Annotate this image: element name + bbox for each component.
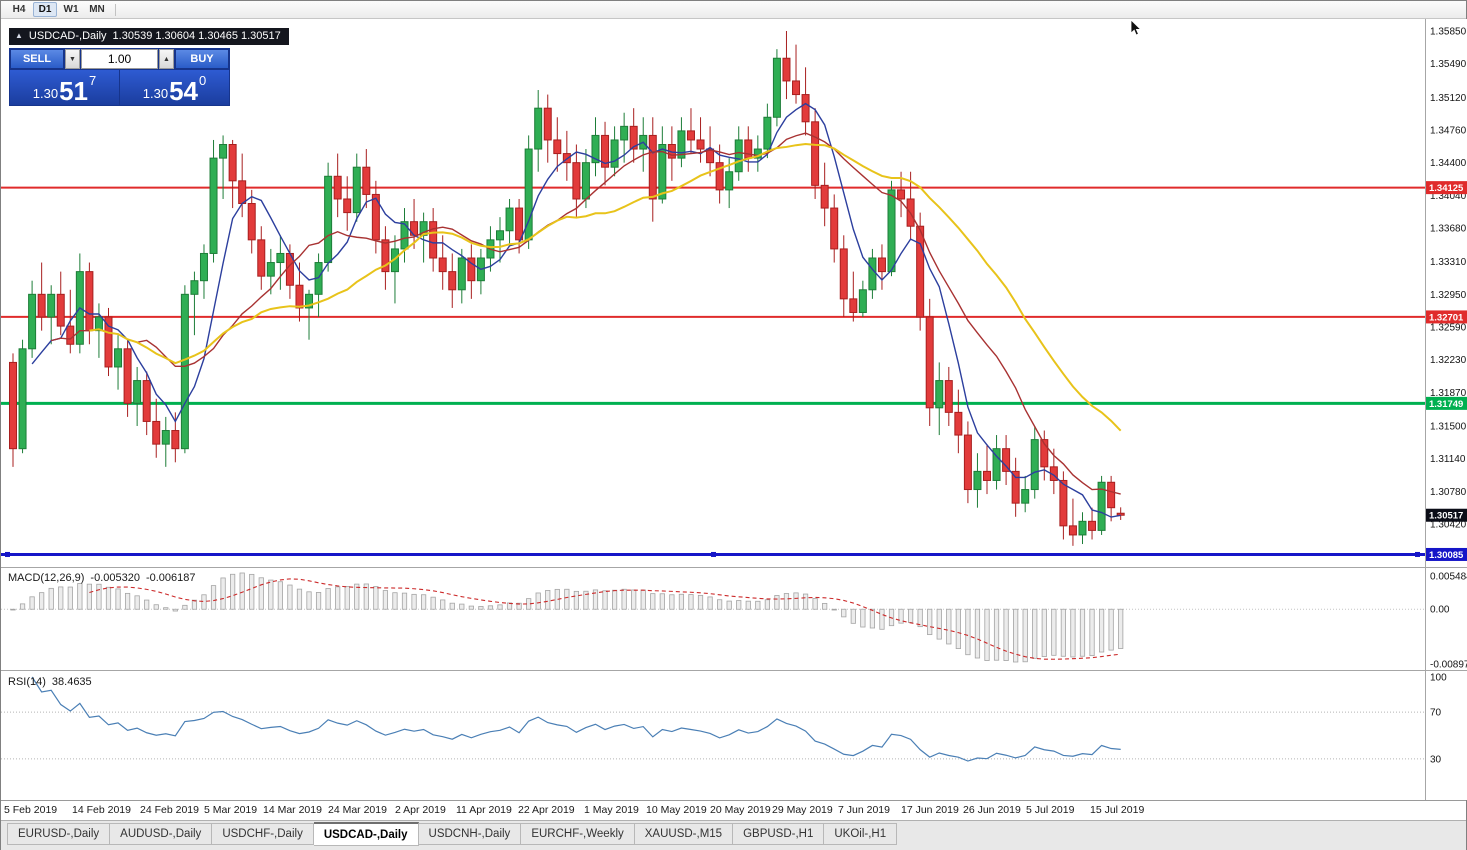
horizontal-line-1.31749[interactable]: 1.31749	[1, 396, 1467, 410]
sell-button[interactable]: SELL	[10, 49, 64, 69]
time-axis-label: 15 Jul 2019	[1090, 804, 1145, 816]
time-axis-label: 20 May 2019	[710, 804, 771, 816]
svg-text:1.35850: 1.35850	[1430, 27, 1467, 38]
time-axis-label: 10 May 2019	[646, 804, 707, 816]
svg-text:1.31500: 1.31500	[1430, 421, 1467, 432]
chart-tab-eurchf-weekly[interactable]: EURCHF-,Weekly	[521, 823, 635, 845]
slow-ma-line	[89, 142, 1122, 432]
svg-text:1.34125: 1.34125	[1429, 183, 1464, 194]
svg-text:-0.008973: -0.008973	[1430, 660, 1467, 671]
svg-text:1.31870: 1.31870	[1430, 388, 1467, 399]
time-axis-label: 11 Apr 2019	[456, 804, 512, 816]
svg-text:100: 100	[1430, 673, 1447, 684]
svg-text:1.32950: 1.32950	[1430, 290, 1467, 301]
chart-symbol-header: ▲ USDCAD-,Daily 1.30539 1.30604 1.30465 …	[9, 28, 289, 45]
svg-text:1.31749: 1.31749	[1429, 399, 1463, 410]
candles-layer[interactable]	[9, 31, 1125, 546]
chart-tab-usdcad-daily[interactable]: USDCAD-,Daily	[313, 822, 419, 846]
buy-price-big-digits: 54	[169, 75, 198, 106]
sell-price-display[interactable]: 1.30 51 7	[10, 70, 119, 105]
timeframe-d1-button[interactable]: D1	[33, 2, 57, 17]
time-axis-label: 5 Mar 2019	[204, 804, 258, 816]
time-axis-label: 14 Feb 2019	[72, 804, 131, 816]
macd-signal-line	[89, 578, 1121, 660]
time-axis-label: 1 May 2019	[584, 804, 639, 816]
chart-tab-eurusd-daily[interactable]: EURUSD-,Daily	[7, 823, 111, 845]
chart-expand-icon: ▲	[15, 31, 23, 40]
horizontal-line-1.34125[interactable]: 1.34125	[1, 181, 1467, 195]
time-axis-label: 7 Jun 2019	[838, 804, 890, 816]
svg-text:30: 30	[1430, 754, 1442, 765]
symbol-ohlc-values: 1.30539 1.30604 1.30465 1.30517	[112, 30, 281, 42]
svg-text:0.00: 0.00	[1430, 605, 1450, 616]
volume-increase-icon[interactable]: ▲	[159, 49, 174, 69]
timeframe-toolbar: H4 D1 W1 MN	[1, 1, 1466, 19]
timeframe-mn-button[interactable]: MN	[85, 2, 109, 17]
macd-histogram	[10, 572, 1124, 663]
svg-text:1.30780: 1.30780	[1430, 487, 1467, 498]
svg-text:1.33310: 1.33310	[1430, 257, 1467, 268]
svg-text:1.34400: 1.34400	[1430, 158, 1467, 169]
horizontal-line-1.30085[interactable]: 1.30085	[1, 547, 1467, 561]
horizontal-line-1.32701[interactable]: 1.32701	[1, 310, 1467, 324]
svg-text:1.35490: 1.35490	[1430, 59, 1467, 70]
time-axis-label: 14 Mar 2019	[263, 804, 322, 816]
svg-text:1.34760: 1.34760	[1430, 125, 1467, 136]
price-axis[interactable]: 1.35850 1.35490 1.35120 1.34760 1.34400 1.340…	[1430, 27, 1467, 531]
macd-indicator-label: MACD(12,26,9) -0.005320 -0.006187	[8, 572, 196, 584]
time-axis-label: 22 Apr 2019	[518, 804, 575, 816]
time-axis-label: 29 May 2019	[772, 804, 833, 816]
chart-canvas[interactable]: 1.35850 1.35490 1.35120 1.34760 1.34400 1.340…	[1, 19, 1467, 800]
svg-text:1.32590: 1.32590	[1430, 323, 1467, 334]
buy-price-display[interactable]: 1.30 54 0	[120, 70, 229, 105]
fast-ma-line	[31, 102, 1121, 518]
time-axis-label: 24 Mar 2019	[328, 804, 387, 816]
volume-input[interactable]	[81, 49, 158, 69]
svg-text:1.35120: 1.35120	[1430, 93, 1467, 104]
time-axis-label: 26 Jun 2019	[963, 804, 1021, 816]
svg-text:1.33680: 1.33680	[1430, 224, 1467, 235]
sell-price-pip-digit: 7	[89, 73, 97, 88]
svg-text:0.005484: 0.005484	[1430, 571, 1467, 582]
rsi-line	[31, 676, 1121, 762]
chart-tab-audusd-daily[interactable]: AUDUSD-,Daily	[110, 823, 213, 845]
chart-tab-bar: EURUSD-,Daily AUDUSD-,Daily USDCHF-,Daily U…	[1, 820, 1466, 850]
chart-tab-usdchf-daily[interactable]: USDCHF-,Daily	[212, 823, 314, 845]
svg-text:1.32701: 1.32701	[1429, 312, 1464, 323]
toolbar-separator	[115, 3, 116, 16]
timeframe-w1-button[interactable]: W1	[59, 2, 83, 17]
time-axis-label: 5 Feb 2019	[4, 804, 58, 816]
buy-price-pip-digit: 0	[199, 73, 207, 88]
svg-text:1.34040: 1.34040	[1430, 191, 1467, 202]
svg-text:1.30085: 1.30085	[1429, 550, 1464, 561]
rsi-indicator-label: RSI(14) 38.4635	[8, 676, 92, 688]
mouse-cursor-icon	[1130, 20, 1142, 36]
current-price-badge: 1.30517	[1426, 508, 1467, 522]
chart-tab-xauusd-m15[interactable]: XAUUSD-,M15	[634, 823, 734, 845]
chart-tab-ukoil-h1[interactable]: UKOil-,H1	[824, 823, 898, 845]
svg-text:1.30517: 1.30517	[1429, 511, 1463, 522]
timeframe-h4-button[interactable]: H4	[7, 2, 31, 17]
buy-price-prefix: 1.30	[142, 86, 169, 101]
time-axis-label: 24 Feb 2019	[140, 804, 199, 816]
one-click-trading-panel: SELL ▼ ▲ BUY 1.30 51 7 1.30 54 0	[9, 48, 230, 106]
chart-tab-usdcnh-daily[interactable]: USDCNH-,Daily	[418, 823, 522, 845]
svg-text:70: 70	[1430, 708, 1442, 719]
symbol-name: USDCAD-,Daily	[28, 30, 107, 42]
svg-text:1.32230: 1.32230	[1430, 355, 1467, 366]
chart-tab-gbpusd-h1[interactable]: GBPUSD-,H1	[733, 823, 825, 845]
svg-text:1.30420: 1.30420	[1430, 520, 1467, 531]
svg-text:1.31140: 1.31140	[1430, 454, 1466, 465]
time-axis[interactable]: 5 Feb 2019 14 Feb 2019 24 Feb 2019 5 Mar 20…	[1, 800, 1466, 820]
time-axis-label: 17 Jun 2019	[901, 804, 959, 816]
buy-button[interactable]: BUY	[175, 49, 229, 69]
sell-price-big-digits: 51	[59, 75, 88, 106]
time-axis-label: 5 Jul 2019	[1026, 804, 1075, 816]
sell-price-prefix: 1.30	[32, 86, 59, 101]
time-axis-label: 2 Apr 2019	[395, 804, 446, 816]
volume-decrease-icon[interactable]: ▼	[65, 49, 80, 69]
